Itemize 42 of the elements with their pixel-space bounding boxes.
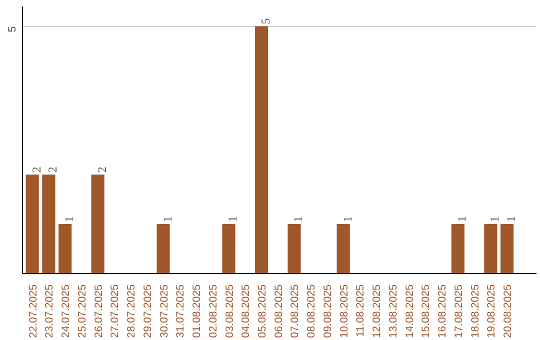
- data-label: 1: [504, 216, 518, 222]
- x-tick-label: 02.08.2025: [207, 284, 220, 338]
- x-tick-label: 04.08.2025: [240, 284, 252, 338]
- x-tick-label: 12.08.2025: [371, 284, 384, 338]
- data-label: 1: [454, 216, 469, 222]
- x-tick-label: 01.08.2025: [191, 284, 204, 338]
- x-tick-label: 11.08.2025: [354, 284, 367, 338]
- data-label: 1: [291, 216, 306, 222]
- x-tick-label: 13.08.2025: [387, 284, 400, 338]
- data-label: 5: [258, 18, 272, 24]
- data-label: 1: [340, 216, 354, 222]
- x-tick-label: 27.07.2025: [109, 284, 122, 338]
- data-label: 2: [46, 166, 60, 173]
- data-label: 1: [488, 216, 502, 222]
- x-tick-label: 24.07.2025: [60, 284, 72, 338]
- x-tick-label: 30.07.2025: [158, 284, 170, 338]
- x-tick-label: 09.08.2025: [322, 284, 334, 338]
- x-tick-label: 06.08.2025: [272, 284, 285, 338]
- x-tick-label: 31.07.2025: [174, 284, 187, 338]
- x-tick-label: 26.07.2025: [92, 284, 105, 338]
- data-label: 1: [62, 216, 76, 222]
- x-tick-label: 22.07.2025: [27, 284, 40, 338]
- x-tick-label: 15.08.2025: [420, 284, 432, 338]
- x-tick-label: 08.08.2025: [306, 284, 318, 338]
- x-tick-label: 10.08.2025: [338, 284, 350, 338]
- x-tick-label: 29.07.2025: [142, 284, 154, 338]
- data-label: 2: [29, 166, 44, 173]
- x-tick-label: 19.08.2025: [486, 284, 498, 338]
- x-tick-label: 16.08.2025: [436, 284, 449, 338]
- x-tick-label: 07.08.2025: [289, 284, 302, 338]
- x-tick-label: 20.08.2025: [502, 284, 514, 338]
- x-tick-label: 18.08.2025: [469, 284, 482, 338]
- data-label: 1: [226, 216, 240, 222]
- data-label: 1: [160, 216, 174, 222]
- x-tick-label: 23.07.2025: [44, 284, 56, 338]
- x-tick-label: 03.08.2025: [224, 284, 236, 338]
- x-tick-label: 14.08.2025: [404, 284, 416, 338]
- data-label: 2: [94, 166, 109, 173]
- x-tick-label: 05.08.2025: [256, 284, 268, 338]
- x-tick-label: 28.07.2025: [126, 284, 138, 338]
- x-tick-label: 25.07.2025: [76, 284, 88, 338]
- x-tick-label: 17.08.2025: [452, 284, 465, 338]
